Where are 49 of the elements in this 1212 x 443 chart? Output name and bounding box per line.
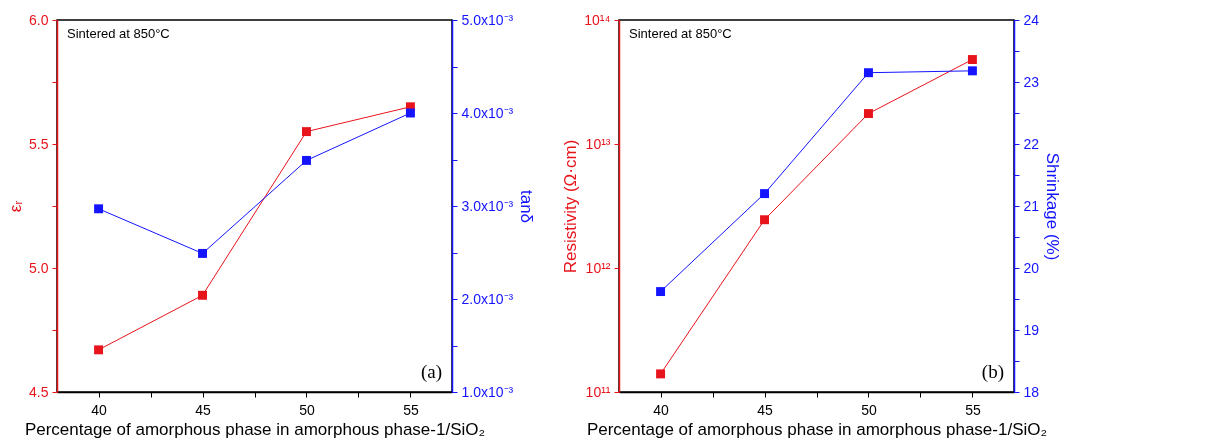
y2-tick-label: 18 <box>1023 383 1040 400</box>
x-tick-label: 40 <box>91 401 108 418</box>
annotation: (a) <box>420 361 442 383</box>
point <box>198 248 207 258</box>
y-tick-label: 10¹¹ <box>585 383 611 400</box>
y2-tick-label: 4.0x10⁻³ <box>461 104 514 121</box>
y2-tick-label: 24 <box>1023 11 1040 28</box>
point <box>967 55 977 64</box>
x-tick-label: 50 <box>299 401 315 418</box>
y2-tick-label: 21 <box>1023 197 1040 214</box>
point <box>760 215 769 225</box>
point <box>302 155 311 165</box>
x-tick-label: 45 <box>757 401 774 418</box>
y2-tick-label: 2.0x10⁻³ <box>461 290 514 307</box>
annotation: (b) <box>981 361 1004 383</box>
y-tick-label: 10¹² <box>585 259 611 276</box>
x-axis-title: Percentage of amorphous phase in amorphous phase-1/SiO₂ <box>586 419 1048 439</box>
y2-tick-label: 3.0x10⁻³ <box>461 197 514 214</box>
y-axis-title: εᵣ <box>6 200 26 213</box>
y-tick-label: 5.5 <box>29 135 49 152</box>
point <box>405 108 415 118</box>
point <box>94 204 104 214</box>
y-axis-title: Resistivity (Ω·cm) <box>561 139 581 274</box>
x-axis-title: Percentage of amorphous phase in amorphous phase-1/SiO₂ <box>24 419 486 439</box>
point <box>656 369 666 379</box>
point <box>864 109 873 119</box>
point <box>94 345 104 355</box>
x-tick-label: 40 <box>653 401 670 418</box>
y-tick-label: 10¹⁴ <box>584 11 611 28</box>
x-tick-label: 45 <box>195 401 212 418</box>
y2-tick-label: 5.0x10⁻³ <box>461 11 514 28</box>
annotation: Sintered at 850°C <box>67 26 170 41</box>
x-tick-label: 55 <box>965 401 981 418</box>
y-tick-label: 6.0 <box>29 11 49 28</box>
y-tick-label: 4.5 <box>29 383 49 400</box>
y2-axis-title: Shrinkage (%) <box>1043 152 1063 261</box>
y2-tick-label: 22 <box>1023 135 1040 152</box>
x-tick-label: 50 <box>861 401 877 418</box>
y2-tick-label: 23 <box>1023 73 1040 90</box>
point <box>198 290 207 300</box>
y2-tick-label: 19 <box>1023 321 1040 338</box>
point <box>302 127 311 137</box>
y2-axis-title: tanδ <box>517 189 537 224</box>
x-tick-label: 55 <box>403 401 419 418</box>
y-tick-label: 10¹³ <box>585 135 611 152</box>
annotation: Sintered at 850°C <box>629 26 732 41</box>
y2-tick-label: 20 <box>1023 259 1040 276</box>
y-tick-label: 5.0 <box>29 259 49 276</box>
y2-tick-label: 1.0x10⁻³ <box>461 383 514 400</box>
